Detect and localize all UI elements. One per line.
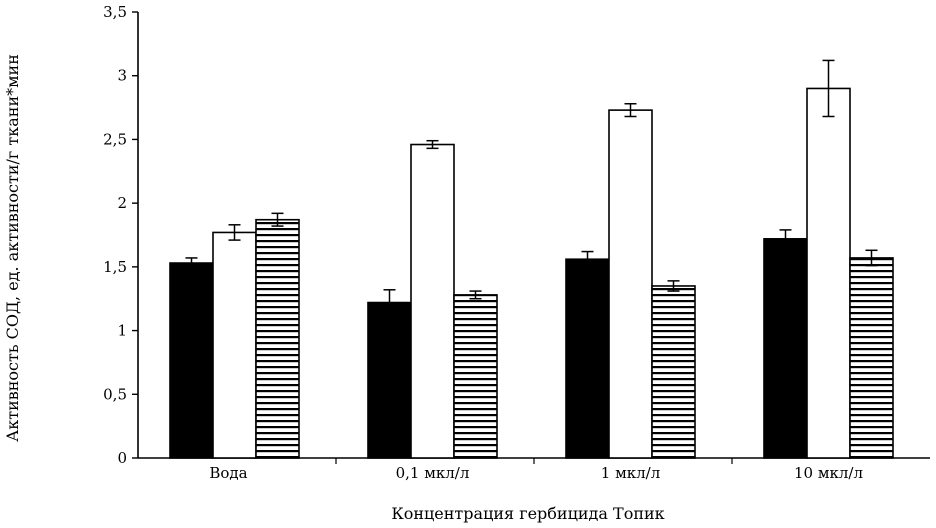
y-axis-title: Активность СОД, ед. активности/г ткани*м… <box>3 54 22 442</box>
bar-series-3-cat-2 <box>651 285 696 459</box>
y-tick-label: 3 <box>117 67 127 85</box>
y-tick-label: 2,5 <box>103 130 127 148</box>
error-bar-series-2-cat-0 <box>228 224 241 241</box>
error-bar-series-3-cat-2 <box>667 280 680 292</box>
category-label: 1 мкл/л <box>601 464 660 482</box>
error-bar-series-3-cat-3 <box>865 249 878 267</box>
error-bar-series-1-cat-3 <box>779 229 792 249</box>
x-axis-title: Концентрация гербицида Топик <box>391 504 664 523</box>
y-ticks: 0 0,5 1 1,5 2 2,5 3 3,5 <box>103 3 138 467</box>
y-tick-label: 1,5 <box>103 258 127 276</box>
x-ticks <box>335 458 733 464</box>
bar-series-3-cat-1 <box>453 294 498 459</box>
y-tick-label: 0,5 <box>103 385 127 403</box>
error-bar-series-1-cat-1 <box>383 289 396 317</box>
error-bar-series-3-cat-1 <box>469 290 482 300</box>
bar-series-1-cat-0 <box>169 262 214 459</box>
bar-series-1-cat-1 <box>367 301 412 459</box>
error-bar-series-2-cat-2 <box>624 102 637 118</box>
category-label: 0,1 мкл/л <box>396 464 470 482</box>
error-bar-series-2-cat-3 <box>822 59 835 118</box>
bar-series-3-cat-3 <box>849 257 894 459</box>
plot-area: 0 0,5 1 1,5 2 2,5 3 3,5 Вода 0,1 мкл/л 1 мкл/л 10 … <box>103 3 930 482</box>
bars <box>169 87 894 459</box>
bar-series-1-cat-2 <box>565 258 610 459</box>
y-tick-label: 3,5 <box>103 3 127 21</box>
bar-series-2-cat-1 <box>410 143 455 459</box>
y-tick-label: 0 <box>117 449 127 467</box>
bar-series-3-cat-0 <box>255 218 300 459</box>
error-bars <box>185 59 878 317</box>
category-label: Вода <box>209 464 247 482</box>
error-bar-series-1-cat-2 <box>581 250 594 268</box>
bar-series-2-cat-3 <box>806 87 851 459</box>
bar-series-2-cat-0 <box>212 231 257 459</box>
category-label: 10 мкл/л <box>794 464 863 482</box>
bar-series-1-cat-3 <box>763 238 808 459</box>
category-labels: Вода 0,1 мкл/л 1 мкл/л 10 мкл/л <box>209 464 863 482</box>
bar-series-2-cat-2 <box>608 109 653 459</box>
error-bar-series-3-cat-0 <box>271 212 284 227</box>
error-bar-series-1-cat-0 <box>185 257 198 269</box>
y-tick-label: 2 <box>117 194 127 212</box>
error-bar-series-2-cat-1 <box>426 139 439 150</box>
y-tick-label: 1 <box>117 322 127 340</box>
